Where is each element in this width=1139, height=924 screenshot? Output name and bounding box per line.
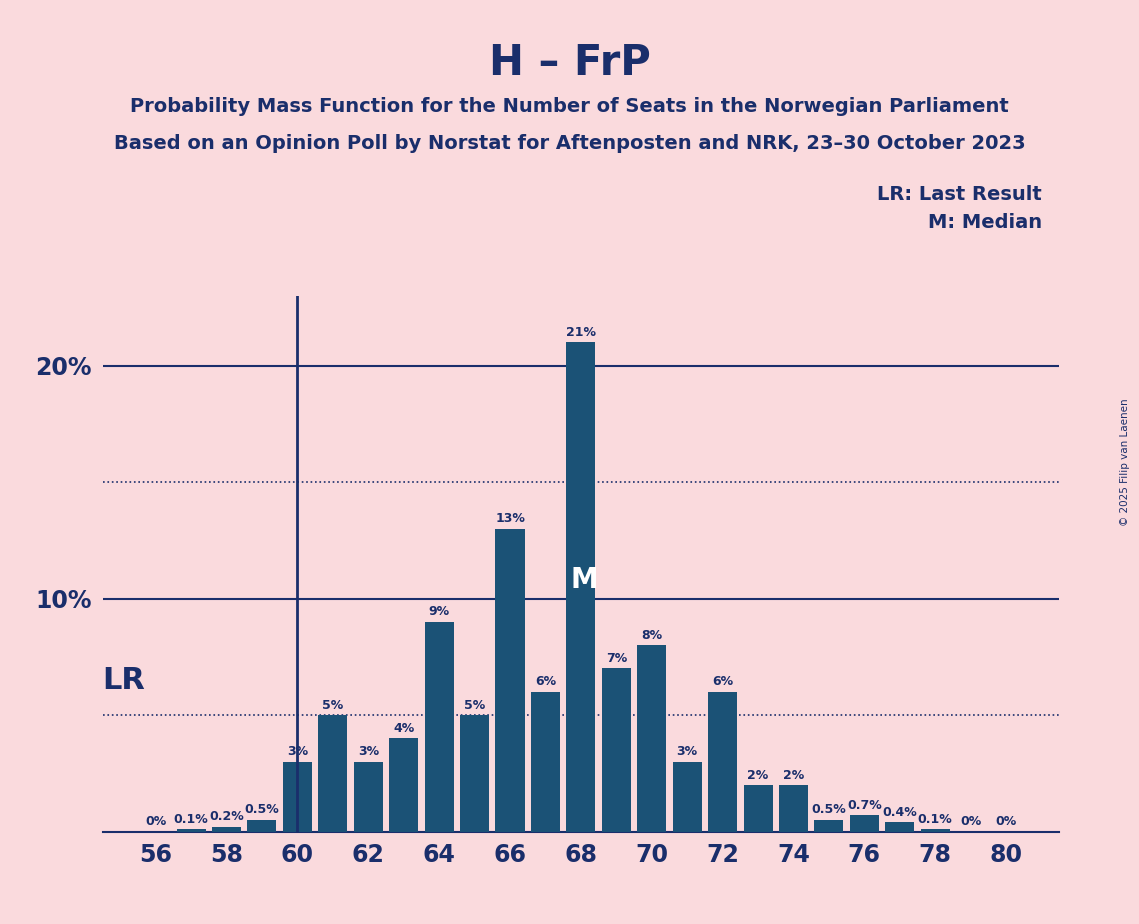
Bar [744,785,772,832]
Text: LR: Last Result: LR: Last Result [877,185,1042,204]
Bar [885,822,915,832]
Bar [282,761,312,832]
Bar [460,715,489,832]
Text: M: Median: M: Median [928,213,1042,232]
Bar [318,715,347,832]
Bar [673,761,702,832]
Text: 9%: 9% [428,605,450,618]
Bar [425,622,453,832]
Text: 0.4%: 0.4% [883,806,917,819]
Text: 2%: 2% [782,769,804,782]
Text: LR: LR [103,665,146,695]
Bar [637,645,666,832]
Text: 0%: 0% [995,815,1017,828]
Bar [495,529,525,832]
Text: 6%: 6% [712,675,734,688]
Text: 0.5%: 0.5% [812,804,846,817]
Bar [920,829,950,832]
Text: 2%: 2% [747,769,769,782]
Text: H – FrP: H – FrP [489,42,650,83]
Bar [779,785,808,832]
Text: 13%: 13% [495,512,525,525]
Text: 6%: 6% [535,675,556,688]
Bar [177,829,206,832]
Text: 0%: 0% [960,815,982,828]
Text: M: M [571,565,598,594]
Text: 5%: 5% [322,699,344,711]
Text: 5%: 5% [464,699,485,711]
Text: 0.1%: 0.1% [918,813,952,826]
Text: Probability Mass Function for the Number of Seats in the Norwegian Parliament: Probability Mass Function for the Number… [130,97,1009,116]
Text: 0%: 0% [145,815,166,828]
Text: 0.7%: 0.7% [847,798,882,812]
Bar [708,692,737,832]
Bar [850,815,879,832]
Bar [390,738,418,832]
Text: © 2025 Filip van Laenen: © 2025 Filip van Laenen [1121,398,1130,526]
Text: 3%: 3% [358,745,379,759]
Bar [531,692,560,832]
Bar [212,827,241,832]
Bar [601,668,631,832]
Text: 0.2%: 0.2% [210,810,244,823]
Text: 4%: 4% [393,722,415,735]
Bar [354,761,383,832]
Text: 3%: 3% [287,745,308,759]
Text: 0.1%: 0.1% [174,813,208,826]
Text: 21%: 21% [566,326,596,339]
Text: 7%: 7% [606,652,626,665]
Text: 8%: 8% [641,628,662,641]
Text: Based on an Opinion Poll by Norstat for Aftenposten and NRK, 23–30 October 2023: Based on an Opinion Poll by Norstat for … [114,134,1025,153]
Text: 3%: 3% [677,745,698,759]
Bar [247,820,277,832]
Text: 0.5%: 0.5% [245,804,279,817]
Bar [814,820,844,832]
Bar [566,342,596,832]
